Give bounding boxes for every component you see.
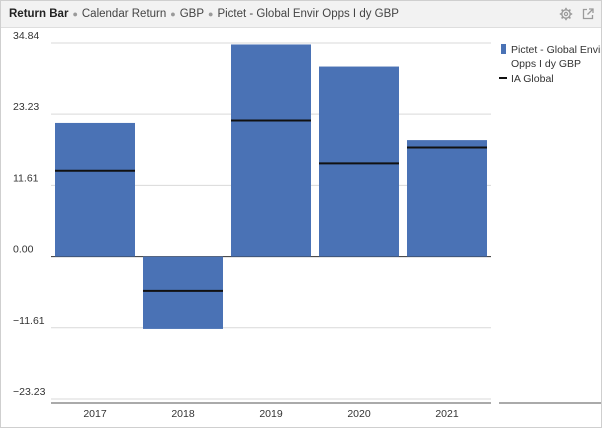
y-tick-label: −11.61 [13, 315, 45, 327]
y-tick-label: 0.00 [13, 244, 34, 256]
x-tick-label: 2017 [83, 408, 107, 420]
settings-gear-icon[interactable] [559, 7, 573, 21]
bar-2021 [407, 140, 487, 257]
legend-swatch-fund [501, 44, 506, 54]
y-tick-label: 34.84 [13, 30, 39, 42]
legend-label-benchmark: IA Global [511, 73, 554, 85]
x-tick-label: 2021 [435, 408, 459, 420]
bar-2018 [143, 256, 223, 329]
chart-title-main: Return Bar [9, 8, 69, 20]
bar-2019 [231, 44, 311, 257]
chart-subtitle-currency: GBP [179, 8, 204, 20]
bar-2020 [319, 66, 399, 257]
chart-title: Return Bar ● Calendar Return ● GBP ● Pic… [1, 8, 399, 20]
chart-header: Return Bar ● Calendar Return ● GBP ● Pic… [1, 1, 601, 28]
bullet-separator: ● [170, 9, 176, 19]
y-tick-label: 11.61 [13, 172, 39, 184]
x-tick-label: 2019 [259, 408, 283, 420]
x-tick-label: 2018 [171, 408, 195, 420]
legend-label-fund-line1: Pictet - Global Envir [511, 44, 601, 56]
y-tick-label: 23.23 [13, 101, 39, 113]
chart-subtitle-metric: Calendar Return [81, 8, 167, 20]
bullet-separator: ● [208, 9, 214, 19]
y-tick-label: −23.23 [13, 386, 46, 398]
bullet-separator: ● [72, 9, 78, 19]
legend-label-fund-line2: Opps I dy GBP [511, 58, 581, 70]
bar-2017 [55, 122, 135, 257]
x-tick-label: 2020 [347, 408, 371, 420]
popout-icon[interactable] [581, 7, 595, 21]
chart-subtitle-fund: Pictet - Global Envir Opps I dy GBP [217, 8, 399, 20]
